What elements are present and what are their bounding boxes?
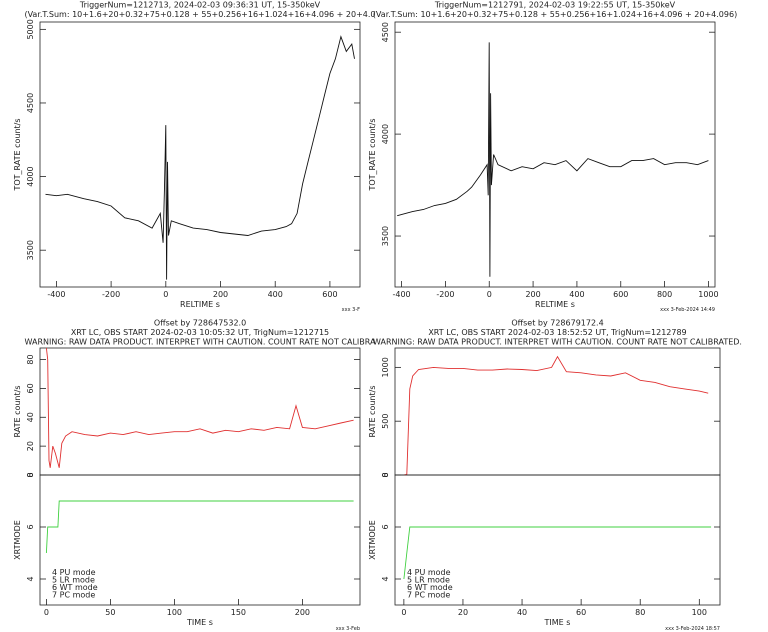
x-tick-label: 200 bbox=[295, 608, 310, 617]
y-axis-label: RATE count/s bbox=[13, 385, 22, 437]
x-tick-label: -200 bbox=[436, 290, 454, 299]
plot-title: XRT LC, OBS START 2024-02-03 10:05:32 UT… bbox=[71, 328, 329, 337]
y-tick-label: 3500 bbox=[26, 240, 35, 260]
x-tick-label: -400 bbox=[392, 290, 410, 299]
x-tick-label: 400 bbox=[268, 290, 283, 299]
y-tick-label: 4500 bbox=[381, 22, 390, 42]
footer: xxx 3-Feb-2024 18:57 bbox=[665, 626, 720, 632]
data-line bbox=[45, 500, 354, 554]
x-tick-label: 60 bbox=[576, 608, 586, 617]
x-tick-label: 0 bbox=[44, 608, 49, 617]
y-axis-label: TOT_RATE count/s bbox=[13, 118, 22, 191]
footer: xxx 3-Feb-2024 14:49 bbox=[660, 307, 715, 313]
x-tick-label: 0 bbox=[401, 608, 406, 617]
plot-title: Offset by 728647532.0 bbox=[154, 319, 246, 328]
y-tick-label: 80 bbox=[26, 354, 35, 364]
y-axis-label: XRTMODE bbox=[13, 520, 22, 560]
y-axis-label: TOT_RATE count/s bbox=[368, 118, 377, 191]
y-tick-label: 8 bbox=[26, 472, 35, 477]
plot-title: Offset by 728679172.4 bbox=[511, 319, 603, 328]
x-axis-label: RELTIME s bbox=[180, 300, 220, 309]
y-tick-label: 0 bbox=[381, 472, 390, 477]
x-tick-label: 200 bbox=[213, 290, 228, 299]
y-tick-label: 6 bbox=[26, 524, 35, 529]
plot-title: WARNING: RAW DATA PRODUCT. INTERPRET WIT… bbox=[373, 338, 742, 347]
mode-legend: 4 PU mode bbox=[407, 568, 451, 577]
data-line bbox=[397, 42, 709, 277]
x-tick-label: 800 bbox=[657, 290, 672, 299]
plot-frame bbox=[394, 21, 716, 288]
x-axis-label: TIME s bbox=[544, 618, 571, 627]
x-tick-label: 400 bbox=[569, 290, 584, 299]
plot-title: TriggerNum=1212791, 2024-02-03 19:22:55 … bbox=[434, 1, 676, 10]
x-tick-label: 20 bbox=[458, 608, 468, 617]
plot-frame bbox=[394, 474, 721, 606]
y-tick-label: 4000 bbox=[381, 124, 390, 144]
plot-frame bbox=[394, 347, 721, 476]
y-tick-label: 500 bbox=[381, 414, 390, 429]
y-tick-label: 4 bbox=[26, 576, 35, 581]
data-line bbox=[403, 355, 709, 476]
x-tick-label: 600 bbox=[322, 290, 337, 299]
x-tick-label: 0 bbox=[487, 290, 492, 299]
plot-frame bbox=[39, 347, 361, 476]
mode-legend: 5 LR mode bbox=[407, 576, 450, 585]
x-tick-label: 1000 bbox=[698, 290, 718, 299]
plot-frame bbox=[39, 21, 361, 288]
data-line bbox=[45, 35, 355, 280]
y-tick-label: 0 bbox=[26, 472, 35, 477]
plot-title: XRT LC, OBS START 2024-02-03 18:52:52 UT… bbox=[428, 328, 686, 337]
footer: xxx 3-F bbox=[342, 307, 360, 313]
footer: xxx 3-Feb bbox=[336, 626, 360, 632]
plot-title: (Var.T.Sum: 10+1.6+20+0.32+75+0.128 + 55… bbox=[373, 10, 737, 19]
y-tick-label: 3500 bbox=[381, 226, 390, 246]
x-tick-label: 150 bbox=[231, 608, 246, 617]
y-tick-label: 4000 bbox=[26, 166, 35, 186]
y-axis-label: XRTMODE bbox=[368, 520, 377, 560]
y-axis-label: RATE count/s bbox=[368, 385, 377, 437]
y-tick-label: 4 bbox=[381, 576, 390, 581]
mode-legend: 7 PC mode bbox=[52, 591, 95, 600]
x-axis-label: TIME s bbox=[186, 618, 213, 627]
mode-legend: 6 WT mode bbox=[407, 583, 453, 592]
y-tick-label: 20 bbox=[26, 441, 35, 451]
y-tick-label: 6 bbox=[381, 524, 390, 529]
x-tick-label: 40 bbox=[517, 608, 527, 617]
mode-legend: 6 WT mode bbox=[52, 583, 98, 592]
y-tick-label: 8 bbox=[381, 472, 390, 477]
y-tick-label: 5000 bbox=[26, 19, 35, 39]
mode-legend: 4 PU mode bbox=[52, 568, 96, 577]
plot-title: (Var.T.Sum: 10+1.6+20+0.32+75+0.128 + 55… bbox=[24, 10, 375, 19]
x-tick-label: 100 bbox=[692, 608, 707, 617]
x-tick-label: 100 bbox=[167, 608, 182, 617]
x-tick-label: 200 bbox=[525, 290, 540, 299]
x-tick-label: 0 bbox=[163, 290, 168, 299]
data-line bbox=[45, 347, 354, 468]
x-tick-label: 600 bbox=[613, 290, 628, 299]
plot-title: WARNING: RAW DATA PRODUCT. INTERPRET WIT… bbox=[25, 338, 376, 347]
x-axis-label: RELTIME s bbox=[535, 300, 575, 309]
x-tick-label: -400 bbox=[47, 290, 65, 299]
x-tick-label: 80 bbox=[635, 608, 645, 617]
y-tick-label: 60 bbox=[26, 383, 35, 393]
y-tick-label: 40 bbox=[26, 412, 35, 422]
y-tick-label: 1000 bbox=[381, 357, 390, 377]
y-tick-label: 4500 bbox=[26, 93, 35, 113]
plot-frame bbox=[39, 474, 361, 606]
data-line bbox=[403, 526, 712, 580]
x-tick-label: 50 bbox=[105, 608, 115, 617]
mode-legend: 7 PC mode bbox=[407, 591, 450, 600]
plot-title: TriggerNum=1212713, 2024-02-03 09:36:31 … bbox=[79, 1, 321, 10]
x-tick-label: -200 bbox=[102, 290, 120, 299]
mode-legend: 5 LR mode bbox=[52, 576, 95, 585]
